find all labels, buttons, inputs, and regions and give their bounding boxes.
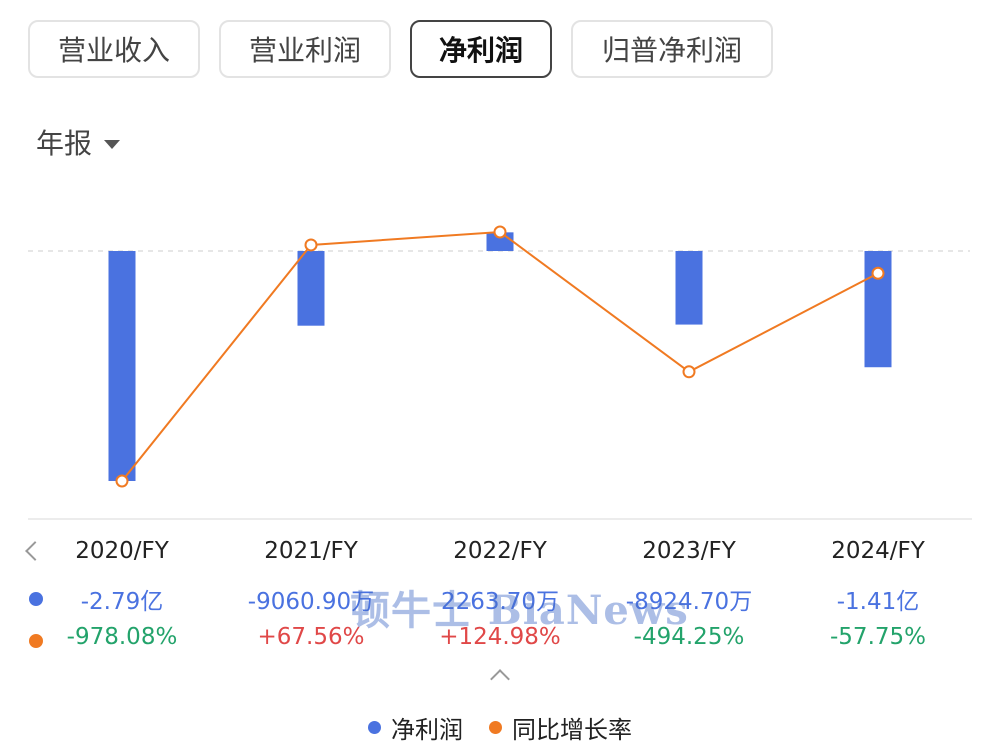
growth-rate-point[interactable]	[871, 266, 885, 280]
period-label: 年报	[36, 127, 93, 160]
legend-dot-blue-icon	[368, 721, 381, 734]
caret-down-icon	[104, 139, 121, 149]
legend-label-yoy: 同比增长率	[512, 716, 632, 744]
year-label: 2020/FY	[75, 538, 169, 564]
net-profit-bar[interactable]	[108, 251, 136, 481]
watermark-logo: 顿牛士 BiaNews	[350, 587, 689, 634]
bars-layer	[108, 232, 892, 481]
year-label: 2021/FY	[264, 538, 358, 564]
growth-rate-value: -494.25%	[633, 624, 745, 650]
legend-item-yoy[interactable]: 同比增长率	[489, 710, 632, 745]
period-dropdown[interactable]: 年报	[36, 122, 121, 162]
growth-rate-value: -978.08%	[66, 624, 178, 650]
tab-operating-profit[interactable]: 营业利润	[219, 20, 391, 78]
growth-rate-line	[121, 230, 879, 482]
tab-net-profit[interactable]: 净利润	[410, 20, 552, 78]
tab-attributable-net-profit[interactable]: 归普净利润	[571, 20, 773, 78]
net-profit-value: 2263.70万	[440, 589, 560, 615]
growth-rate-point[interactable]	[682, 365, 696, 379]
year-label: 2023/FY	[642, 538, 736, 564]
net-profit-values-row: -2.79亿 -9060.90万 2263.70万 -8924.70万 -1.41亿	[0, 582, 1000, 622]
line-layer	[115, 225, 885, 488]
metric-tabs: 营业收入 营业利润 净利润 归普净利润	[28, 20, 773, 78]
chevron-up-icon[interactable]	[490, 669, 510, 689]
year-label: 2022/FY	[453, 538, 547, 564]
net-profit-dot-icon	[29, 592, 43, 606]
legend-label-net-profit: 净利润	[391, 716, 463, 744]
tab-revenue[interactable]: 营业收入	[28, 20, 200, 78]
growth-rate-point[interactable]	[304, 238, 318, 252]
growth-rate-value: +124.98%	[439, 624, 561, 650]
net-profit-value: -1.41亿	[836, 589, 920, 615]
growth-rate-value: +67.56%	[257, 624, 365, 650]
legend-item-net-profit[interactable]: 净利润	[368, 710, 463, 745]
net-profit-bar[interactable]	[297, 251, 325, 326]
net-profit-value: -9060.90万	[247, 589, 375, 615]
growth-rate-dot-icon	[29, 634, 43, 648]
net-profit-value: -8924.70万	[625, 589, 753, 615]
legend-dot-orange-icon	[489, 721, 502, 734]
chart-plot	[28, 225, 972, 520]
legend: 净利润 同比增长率	[0, 710, 1000, 745]
net-profit-bar[interactable]	[675, 251, 703, 325]
year-labels-row: 2020/FY 2021/FY 2022/FY 2023/FY 2024/FY	[0, 538, 1000, 578]
net-profit-value: -2.79亿	[80, 589, 164, 615]
growth-rate-point[interactable]	[115, 474, 129, 488]
year-label: 2024/FY	[831, 538, 925, 564]
growth-rate-values-row: -978.08% +67.56% +124.98% -494.25% -57.75%	[0, 624, 1000, 664]
growth-rate-value: -57.75%	[830, 624, 926, 650]
growth-rate-point[interactable]	[493, 225, 507, 239]
